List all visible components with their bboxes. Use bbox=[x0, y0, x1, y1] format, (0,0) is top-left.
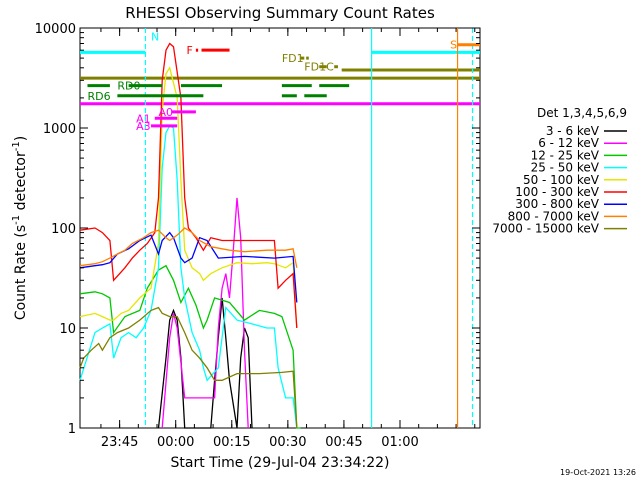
legend-title: Det 1,3,4,5,6,9 bbox=[537, 106, 627, 120]
y-tick-label: 10 bbox=[59, 322, 76, 337]
time-markers bbox=[144, 28, 474, 428]
series-line-5 bbox=[79, 66, 298, 329]
series-line-8 bbox=[79, 227, 298, 268]
y-label-part-2: detector bbox=[13, 151, 29, 215]
legend-label-7: 300 - 800 keV bbox=[515, 197, 599, 211]
y-label-exp-1: -1 bbox=[11, 215, 22, 225]
flag-label-a1: A1 bbox=[136, 112, 151, 125]
x-tick-label: 23:45 bbox=[101, 435, 138, 450]
x-tick-label: 00:45 bbox=[325, 435, 362, 450]
legend-label-8: 800 - 7000 keV bbox=[508, 209, 600, 223]
flag-label-rd0: RD0 bbox=[117, 80, 140, 93]
series-lines bbox=[79, 42, 301, 429]
level-lines bbox=[80, 50, 480, 106]
x-axis-label: Start Time (29-Jul-04 23:34:22) bbox=[170, 455, 389, 471]
flag-label-n: N bbox=[151, 31, 159, 44]
flag-label-a0: A0 bbox=[159, 106, 174, 119]
y-tick-label: 10000 bbox=[35, 22, 76, 37]
flag-label-rd6: RD6 bbox=[87, 90, 110, 103]
legend-label-4: 25 - 50 keV bbox=[531, 161, 600, 175]
y-label-part-3: ) bbox=[13, 136, 29, 141]
series-line-7 bbox=[79, 231, 298, 303]
x-axis: 23:45 00:00 00:15 00:30 00:45 01:00 bbox=[100, 28, 476, 450]
y-label-part-1: Count Rate (s bbox=[13, 225, 29, 320]
flag-label-f: F bbox=[187, 44, 193, 57]
y-axis-label: Count Rate (s-1 detector-1) bbox=[11, 136, 29, 320]
y-axis: 1 10 100 1000 10000 bbox=[35, 22, 480, 437]
legend-label-5: 50 - 100 keV bbox=[523, 173, 600, 187]
footer-timestamp: 19-Oct-2021 13:26 bbox=[560, 468, 636, 477]
legend-label-3: 12 - 25 keV bbox=[531, 148, 600, 162]
x-tick-label: 00:30 bbox=[269, 435, 306, 450]
x-tick-label: 00:00 bbox=[157, 435, 194, 450]
chart-title: RHESSI Observing Summary Count Rates bbox=[125, 4, 435, 22]
series-line-2 bbox=[161, 197, 249, 429]
y-tick-label: 1 bbox=[68, 422, 76, 437]
legend-label-6: 100 - 300 keV bbox=[515, 185, 599, 199]
flag-label-fd1c: FD1C bbox=[304, 61, 334, 74]
flag-label-a3: A3 bbox=[136, 120, 151, 133]
y-tick-label: 100 bbox=[51, 222, 76, 237]
legend-label-2: 6 - 12 keV bbox=[538, 136, 600, 150]
flag-label-fd1: FD1 bbox=[282, 52, 304, 65]
x-tick-label: 00:15 bbox=[213, 435, 250, 450]
flag-label-s: S bbox=[450, 39, 457, 52]
series-line-9 bbox=[79, 306, 298, 429]
series-line-4 bbox=[79, 125, 298, 429]
series-line-3 bbox=[79, 264, 301, 429]
legend-label-9: 7000 - 15000 keV bbox=[492, 222, 599, 236]
legend-label-1: 3 - 6 keV bbox=[546, 124, 600, 138]
y-label-exp-2: -1 bbox=[11, 141, 22, 151]
series-line-6 bbox=[79, 42, 298, 329]
x-tick-label: 01:00 bbox=[381, 435, 418, 450]
y-tick-label: 1000 bbox=[43, 122, 76, 137]
